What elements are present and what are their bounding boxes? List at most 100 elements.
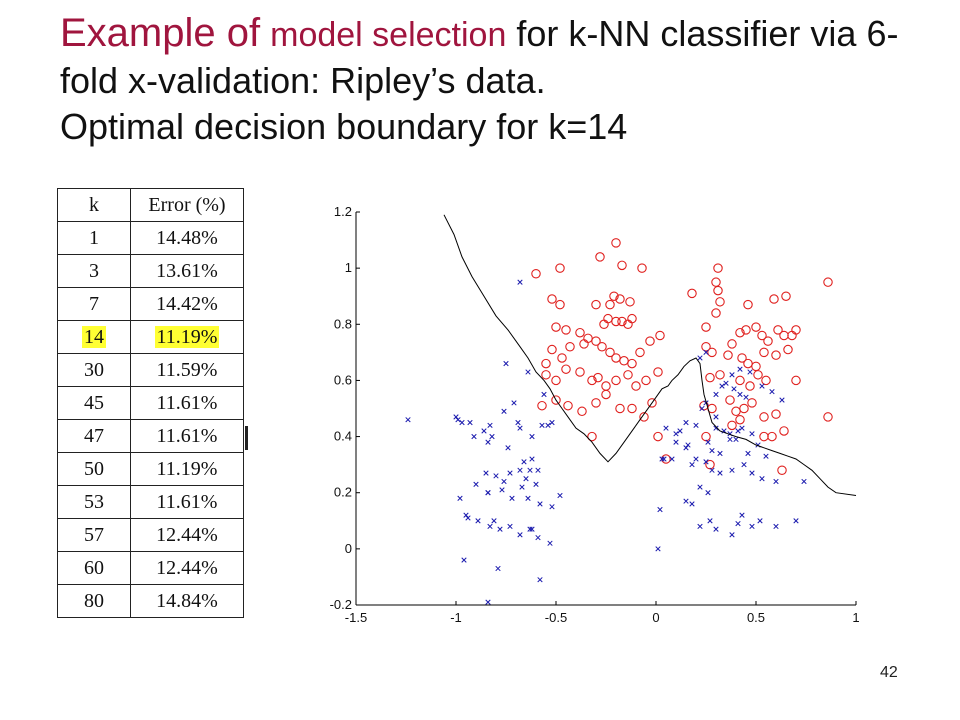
cell-error-value: 11.19% <box>156 457 218 480</box>
cell-error: 11.61% <box>130 419 244 453</box>
table-row: 47 11.61% <box>57 419 244 453</box>
class-x-point <box>705 490 711 496</box>
plot-marks <box>405 214 857 605</box>
class-x-point <box>529 433 535 440</box>
class-o-point <box>771 350 781 360</box>
cell-error: 11.61% <box>130 485 244 519</box>
cell-k: 7 <box>57 287 131 321</box>
class-x-point <box>685 442 691 448</box>
class-x-point <box>749 523 755 530</box>
class-x-point <box>673 431 679 437</box>
class-x-point <box>763 453 769 459</box>
class-x-point <box>549 419 555 426</box>
class-x-point <box>683 498 689 504</box>
class-o-point <box>551 395 561 405</box>
class-x-point <box>535 467 541 473</box>
class-x-point <box>683 419 689 426</box>
class-x-point <box>747 369 753 375</box>
cell-k-value: 53 <box>84 490 104 513</box>
class-o-point <box>741 325 751 335</box>
class-x-point <box>779 397 785 403</box>
y-tick-label: 0.4 <box>334 429 352 444</box>
cell-k-value: 57 <box>84 523 104 546</box>
class-o-point <box>617 316 627 327</box>
class-o-point <box>763 336 773 346</box>
class-x-point <box>713 391 719 398</box>
class-x-point <box>527 526 533 532</box>
class-o-point <box>655 330 665 341</box>
class-x-point <box>683 445 689 451</box>
title-part-example: Example of <box>60 11 261 55</box>
cell-k-value: 3 <box>89 259 99 282</box>
class-x-point <box>723 380 729 386</box>
class-x-point <box>493 473 499 479</box>
class-x-point <box>537 501 543 507</box>
class-o-point <box>603 313 613 324</box>
class-x-point <box>719 383 725 389</box>
class-x-point <box>453 414 459 420</box>
class-o-point <box>773 325 783 335</box>
class-o-point <box>551 322 561 332</box>
class-o-point <box>547 294 557 304</box>
cell-k-value: 45 <box>84 391 104 414</box>
class-o-point <box>561 325 571 335</box>
title-part-model-selection: model selection <box>270 16 507 54</box>
cell-error-value: 14.84% <box>156 589 218 612</box>
cell-error-value: 14.48% <box>156 226 218 249</box>
class-x-point <box>739 512 745 518</box>
class-x-point <box>713 414 719 420</box>
class-o-point <box>587 431 597 442</box>
class-x-point <box>801 478 807 485</box>
cell-k-value: 14 <box>82 325 106 348</box>
class-o-point <box>727 420 737 431</box>
table-header-row: k Error (%) <box>57 188 244 222</box>
class-x-point <box>525 495 531 501</box>
class-o-point <box>735 327 745 338</box>
header-error: Error (%) <box>130 188 244 222</box>
class-x-point <box>549 504 555 510</box>
cell-error-value: 11.61% <box>156 424 218 447</box>
class-o-point <box>713 263 723 273</box>
class-o-point <box>767 431 777 442</box>
class-x-point <box>467 419 473 426</box>
class-o-point <box>791 375 801 386</box>
cell-error: 14.42% <box>130 287 244 321</box>
cell-k-value: 47 <box>84 424 104 447</box>
class-x-point <box>557 492 563 499</box>
class-o-point <box>587 375 597 386</box>
class-x-point <box>733 436 739 443</box>
class-o-point <box>557 353 567 363</box>
class-x-point <box>745 450 751 457</box>
class-o-point <box>661 454 671 464</box>
class-o-point <box>565 341 575 352</box>
class-o-point <box>555 299 565 310</box>
cell-error-value: 11.59% <box>156 358 218 381</box>
class-o-point <box>597 341 607 352</box>
class-o-point <box>615 403 625 414</box>
class-x-point <box>465 515 471 521</box>
class-o-point <box>601 389 611 400</box>
table-row: 53 11.61% <box>57 485 244 519</box>
class-o-point <box>599 319 609 330</box>
class-x-point <box>507 470 513 476</box>
class-o-point <box>605 347 615 358</box>
cell-k-value: 30 <box>84 358 104 381</box>
class-x-point <box>489 433 495 440</box>
cell-k-value: 80 <box>84 589 104 612</box>
class-o-point <box>541 370 551 380</box>
class-x-point <box>673 439 679 445</box>
class-x-point <box>509 495 515 501</box>
class-x-point <box>517 279 523 285</box>
class-x-point <box>689 501 695 507</box>
class-o-point <box>743 358 753 369</box>
class-o-point <box>715 297 725 307</box>
class-o-point <box>781 291 791 301</box>
class-x-point <box>743 394 749 400</box>
class-x-point <box>545 422 551 428</box>
cell-error-value: 11.61% <box>156 391 218 414</box>
class-o-point <box>653 367 663 377</box>
class-o-point <box>639 412 649 422</box>
class-o-point <box>701 322 711 332</box>
class-x-point <box>709 447 715 454</box>
class-o-point <box>823 412 833 422</box>
